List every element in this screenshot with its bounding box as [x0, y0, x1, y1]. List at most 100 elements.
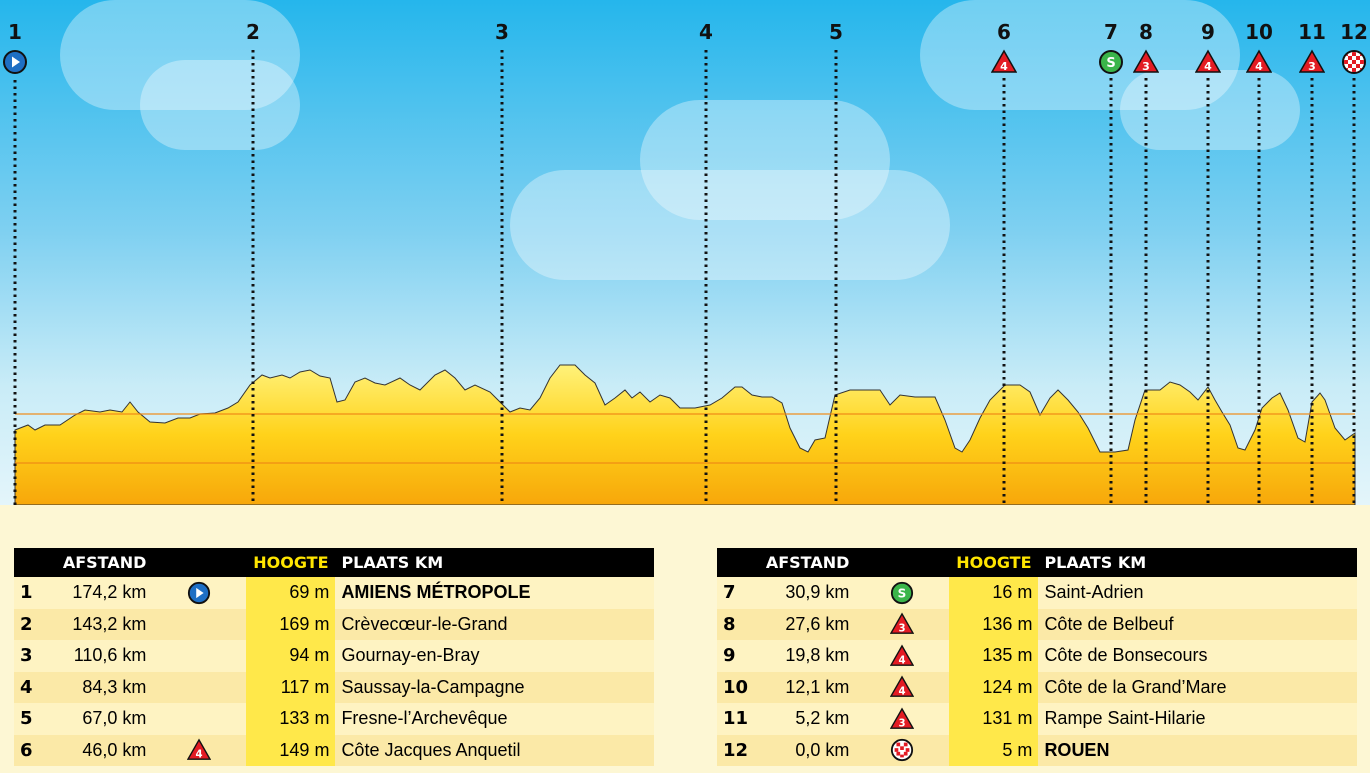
separator-band — [0, 505, 1370, 545]
table-row: 1 174,2 km 69 m AMIENS MÉTROPOLE — [14, 577, 654, 609]
climb-category: 3 — [1308, 60, 1316, 73]
col-num — [14, 548, 55, 577]
table-row: 12 0,0 km 5 m ROUEN — [717, 734, 1357, 766]
row-distance: 12,1 km — [757, 671, 856, 703]
row-icon-cell — [152, 640, 247, 672]
table-row: 6 46,0 km 4 149 m Côte Jacques Anquetil — [14, 734, 654, 766]
row-altitude: 136 m — [949, 608, 1039, 640]
row-number: 2 — [14, 608, 55, 640]
col-plaats: PLAATS KM — [335, 548, 654, 577]
row-number: 11 — [717, 703, 758, 735]
row-number: 12 — [717, 734, 758, 766]
climb-category: 4 — [1204, 60, 1212, 73]
row-place: ROUEN — [1038, 734, 1357, 766]
climb-category: 4 — [1000, 60, 1008, 73]
cloud — [1120, 70, 1300, 150]
climb-cat3-icon: 3 — [1133, 49, 1159, 73]
climb-cat4-icon: 4 — [890, 675, 915, 698]
row-place: Côte de la Grand’Mare — [1038, 671, 1357, 703]
col-hoogte: HOOGTE — [246, 548, 336, 577]
cloud — [140, 60, 300, 150]
elevation-profile — [13, 50, 1356, 506]
row-number: 8 — [717, 608, 758, 640]
marker-number: 2 — [246, 20, 260, 44]
marker-number: 11 — [1298, 20, 1326, 44]
marker-number: 5 — [829, 20, 843, 44]
row-icon-cell — [152, 577, 247, 609]
row-place: Saussay-la-Campagne — [335, 671, 654, 703]
row-icon-cell: 4 — [152, 734, 247, 766]
sprint-icon: S — [1099, 50, 1123, 74]
table-header: AFSTAND HOOGTE PLAATS KM — [717, 548, 1357, 577]
row-number: 3 — [14, 640, 55, 672]
row-place: Côte de Belbeuf — [1038, 608, 1357, 640]
row-icon-cell — [855, 734, 950, 766]
row-number: 5 — [14, 703, 55, 735]
row-altitude: 124 m — [949, 671, 1039, 703]
marker-number: 8 — [1139, 20, 1153, 44]
cloud — [920, 0, 1240, 110]
cloud — [60, 0, 300, 110]
table-row: 2 143,2 km 169 m Crèvecœur-le-Grand — [14, 608, 654, 640]
marker-number: 4 — [699, 20, 713, 44]
col-hoogte: HOOGTE — [949, 548, 1039, 577]
row-number: 1 — [14, 577, 55, 609]
sprint-label: S — [898, 586, 907, 600]
stage-table-right: AFSTAND HOOGTE PLAATS KM 7 30,9 km S 16 … — [717, 548, 1357, 766]
marker-number: 7 — [1104, 20, 1118, 44]
climb-cat4-icon: 4 — [890, 644, 915, 666]
row-distance: 46,0 km — [54, 734, 153, 766]
row-icon-cell — [152, 608, 247, 640]
climb-cat3-icon: 3 — [1299, 49, 1325, 73]
col-afstand: AFSTAND — [757, 548, 856, 577]
climb-category: 3 — [1142, 60, 1150, 73]
row-distance: 110,6 km — [54, 640, 153, 672]
climb-cat4-icon: 4 — [1195, 49, 1221, 73]
row-distance: 19,8 km — [757, 640, 856, 672]
finish-icon — [891, 739, 914, 762]
row-icon-cell: 3 — [855, 703, 950, 735]
climb-cat4-icon: 4 — [1246, 49, 1272, 73]
marker-number: 9 — [1201, 20, 1215, 44]
row-altitude: 94 m — [246, 640, 336, 672]
start-icon — [188, 581, 211, 604]
sprint-icon: S — [891, 581, 914, 604]
climb-category: 3 — [899, 718, 906, 729]
table-row: 8 27,6 km 3 136 m Côte de Belbeuf — [717, 608, 1357, 640]
table-header: AFSTAND HOOGTE PLAATS KM — [14, 548, 654, 577]
climb-category: 4 — [899, 655, 906, 666]
sprint-label: S — [1106, 56, 1115, 71]
marker-number: 1 — [8, 20, 22, 44]
stage-table-left: AFSTAND HOOGTE PLAATS KM 1 174,2 km 69 m… — [14, 548, 654, 766]
row-number: 10 — [717, 671, 758, 703]
row-icon-cell: S — [855, 577, 950, 609]
col-afstand: AFSTAND — [54, 548, 153, 577]
row-altitude: 133 m — [246, 703, 336, 735]
climb-cat4-icon: 4 — [991, 49, 1017, 73]
row-distance: 5,2 km — [757, 703, 856, 735]
row-place: Rampe Saint-Hilarie — [1038, 703, 1357, 735]
table-row: 3 110,6 km 94 m Gournay-en-Bray — [14, 640, 654, 672]
row-altitude: 169 m — [246, 608, 336, 640]
row-icon-cell: 4 — [855, 671, 950, 703]
row-icon-cell — [152, 671, 247, 703]
marker-number: 10 — [1245, 20, 1273, 44]
row-distance: 174,2 km — [54, 577, 153, 609]
row-distance: 143,2 km — [54, 608, 153, 640]
marker-number: 12 — [1340, 20, 1368, 44]
climb-category: 3 — [899, 624, 906, 635]
row-altitude: 69 m — [246, 577, 336, 609]
row-distance: 0,0 km — [757, 734, 856, 766]
col-icon — [855, 548, 950, 577]
profile-area — [14, 364, 1356, 506]
row-distance: 67,0 km — [54, 703, 153, 735]
row-altitude: 117 m — [246, 671, 336, 703]
row-place: Côte de Bonsecours — [1038, 640, 1357, 672]
cloud — [510, 170, 950, 280]
row-distance: 27,6 km — [757, 608, 856, 640]
climb-cat4-icon: 4 — [187, 738, 212, 761]
marker-number: 6 — [997, 20, 1011, 44]
row-altitude: 16 m — [949, 577, 1039, 609]
table-row: 9 19,8 km 4 135 m Côte de Bonsecours — [717, 640, 1357, 672]
row-number: 7 — [717, 577, 758, 609]
